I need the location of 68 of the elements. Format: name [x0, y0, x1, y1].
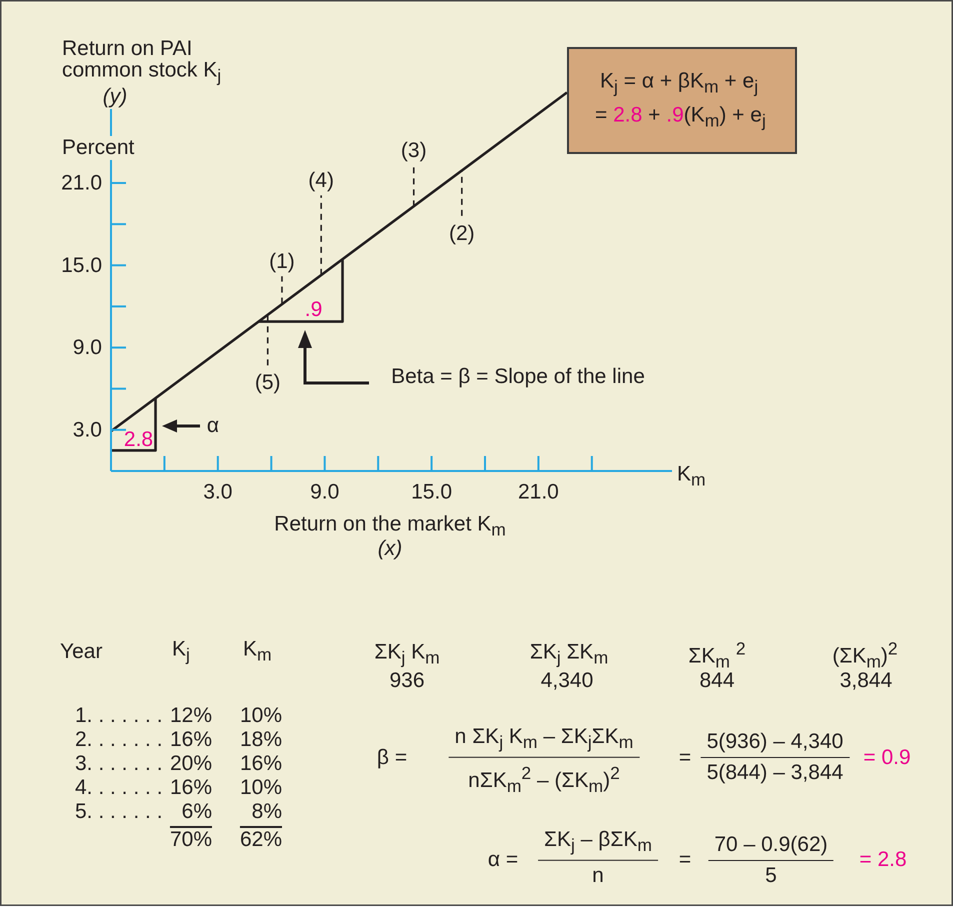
- text: 4,340: [540, 669, 594, 693]
- text: 936: [389, 669, 425, 693]
- text: ΣK$_{j}$ K$_{m}$: [374, 640, 440, 670]
- text: Year: [60, 640, 102, 664]
- annotation: 2.8: [613, 103, 642, 126]
- annotation: Beta = β = Slope of the line: [391, 365, 645, 389]
- text: ΣK$_{j}$ – βΣK$_{m}$: [538, 826, 658, 861]
- x-tick-label: 15.0: [411, 480, 452, 504]
- text: =: [678, 746, 692, 770]
- text: 2. . . . . . .: [75, 728, 163, 752]
- text: 5: [764, 863, 778, 889]
- text: 844: [699, 669, 735, 693]
- x-tick-label: 9.0: [310, 480, 340, 504]
- text: (K$_{m}$) + e$_{j}$: [684, 103, 766, 131]
- text: β =: [376, 746, 408, 770]
- text: 5. . . . . . .: [75, 800, 163, 824]
- text: = 0.9: [863, 746, 911, 770]
- text: ΣK$_{j}$ ΣK$_{m}$: [530, 640, 608, 670]
- annotation: =: [595, 103, 608, 126]
- annotation: (4): [308, 169, 334, 194]
- text: Return on the market K$_{m}$ (x): [274, 512, 506, 560]
- annotation: 2.8: [124, 428, 154, 452]
- text: K$_{j}$: [172, 637, 190, 667]
- text: 5(844) – 3,844: [706, 760, 844, 786]
- annotation: .9: [304, 298, 322, 322]
- text: =: [678, 848, 692, 872]
- text: 16%: [170, 776, 212, 800]
- annotation: (1): [269, 250, 295, 274]
- annotation: (3): [400, 139, 427, 164]
- annotation: (5): [254, 371, 281, 396]
- text: n: [591, 863, 605, 889]
- text: 16%: [240, 752, 282, 776]
- text: 12%: [170, 704, 212, 728]
- text: K$_{m}$: [677, 462, 706, 492]
- text: 10%: [240, 776, 282, 800]
- text: 1. . . . . . .: [75, 704, 163, 728]
- text: 10%: [240, 704, 282, 728]
- text: 62%: [240, 828, 282, 852]
- annotation: .9: [666, 103, 684, 126]
- text: Return on PAI common stock K$_{j}$ (y): [62, 37, 222, 108]
- text: α =: [488, 848, 518, 872]
- text: 18%: [240, 728, 282, 752]
- text: (ΣK$_{m}$)$^{2}$: [832, 638, 898, 672]
- text: n ΣK$_{j}$ K$_{m}$ – ΣK$_{j}$ΣK$_{m}$: [448, 724, 640, 758]
- x-tick-label: 3.0: [203, 480, 232, 504]
- text: nΣK$_{m}$$^{2}$ – (ΣK$_{m}$)$^{2}$: [467, 762, 621, 798]
- annotation: α: [206, 414, 220, 438]
- x-tick-label: 21.0: [518, 480, 559, 504]
- annotation: (2): [449, 222, 475, 246]
- text: 4. . . . . . .: [75, 776, 163, 800]
- y-tick-label: 9.0: [72, 336, 102, 360]
- y-tick-label: 21.0: [61, 172, 102, 194]
- text: 5(936) – 4,340: [700, 729, 850, 758]
- text: 6%: [182, 800, 212, 824]
- text: 20%: [170, 752, 212, 776]
- text: K$_{m}$: [243, 637, 272, 667]
- text: 3. . . . . . .: [75, 752, 163, 776]
- y-tick-label: 3.0: [72, 418, 102, 442]
- annotation: K$_{j}$ = α + βK$_{m}$ + e$_{j}$: [600, 69, 758, 99]
- y-tick-label: 15.0: [61, 254, 102, 277]
- text: 70%: [170, 828, 212, 852]
- text: 3,844: [840, 669, 892, 693]
- text: 16%: [170, 728, 212, 752]
- text: 8%: [252, 800, 282, 824]
- annotation: Percent: [62, 136, 134, 160]
- text: = 2.8: [859, 848, 907, 872]
- annotation: +: [648, 103, 660, 126]
- text: 70 – 0.9(62): [708, 832, 834, 861]
